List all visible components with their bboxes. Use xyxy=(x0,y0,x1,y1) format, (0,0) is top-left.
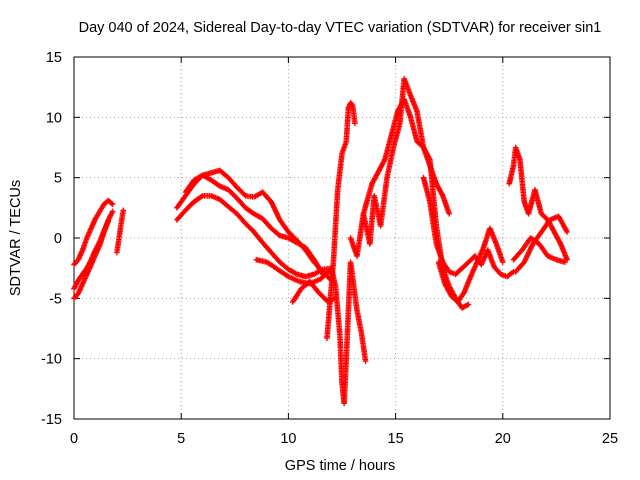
series-track-q xyxy=(512,213,570,275)
data-point xyxy=(109,201,116,208)
y-tick-label: -10 xyxy=(41,352,62,368)
x-tick-label: 10 xyxy=(280,431,296,447)
data-point xyxy=(348,101,355,107)
y-tick-label: 10 xyxy=(46,110,62,126)
data-point xyxy=(120,207,127,214)
x-tick-label: 25 xyxy=(602,431,618,447)
data-point xyxy=(109,208,116,215)
data-point xyxy=(105,218,112,224)
y-tick-label: -15 xyxy=(41,412,62,428)
series-track-j xyxy=(324,100,358,341)
y-tick-label: 15 xyxy=(46,50,62,66)
series-track-b xyxy=(71,197,116,268)
y-tick-label: -5 xyxy=(49,291,62,307)
x-tick-label: 20 xyxy=(495,431,511,447)
data-point xyxy=(446,211,452,217)
series-track-c xyxy=(71,218,112,292)
x-axis-label: GPS time / hours xyxy=(285,458,395,474)
x-tick-label: 15 xyxy=(388,431,404,447)
x-tick-label: 0 xyxy=(70,431,78,447)
series-track-k xyxy=(328,259,369,407)
data-point xyxy=(108,200,115,207)
series-track-e xyxy=(174,167,335,284)
data-point xyxy=(362,358,369,364)
y-tick-label: 0 xyxy=(54,231,62,247)
series-track-f xyxy=(174,192,335,280)
chart-title: Day 040 of 2024, Sidereal Day-to-day VTE… xyxy=(79,20,602,36)
series-track-m xyxy=(360,96,472,311)
data-point xyxy=(500,259,506,265)
series-track-o xyxy=(435,225,506,305)
y-axis-label: SDTVAR / TECUs xyxy=(8,180,24,296)
y-tick-label: 5 xyxy=(54,171,62,187)
series-track-n xyxy=(420,174,517,280)
series-track-d xyxy=(114,207,127,256)
data-point xyxy=(465,301,472,308)
data-point xyxy=(562,259,568,265)
series-track-g xyxy=(182,172,326,277)
tick-layer: 0 5 10 15 20 25 -15 -10 -5 0 5 10 15 xyxy=(41,50,618,447)
data-point xyxy=(352,120,358,127)
x-tick-label: 5 xyxy=(177,431,185,447)
data-layer xyxy=(71,75,570,407)
data-point xyxy=(564,229,570,235)
series-track-r xyxy=(510,235,568,265)
